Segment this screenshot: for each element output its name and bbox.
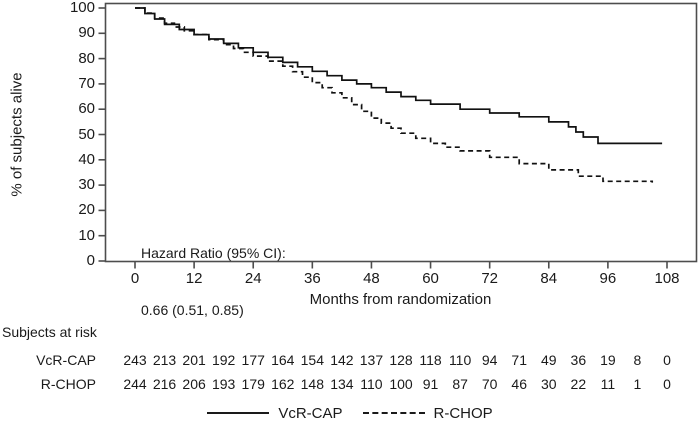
risk-count: 244 [123,376,147,392]
risk-count: 19 [600,352,616,368]
hazard-ratio-line1: Hazard Ratio (95% CI): [141,245,286,261]
risk-count: 1 [633,376,642,392]
risk-count: 0 [663,352,671,368]
risk-count: 11 [600,376,616,392]
y-tick-label: 30 [78,176,95,194]
legend-label-r-chop: R-CHOP [433,404,493,422]
x-tick-label: 84 [540,270,558,287]
risk-count: 118 [419,352,442,368]
x-tick-label: 60 [422,270,439,287]
risk-count: 8 [633,352,642,368]
legend-dashed-line [362,412,425,414]
risk-count: 46 [511,376,527,392]
risk-count: 154 [300,352,324,368]
risk-count: 71 [511,352,527,368]
risk-table-title: Subjects at risk [2,324,97,340]
risk-count: 201 [182,352,206,368]
x-tick-label: 12 [185,270,203,287]
risk-count: 110 [448,352,472,368]
y-tick-label: 70 [78,74,95,92]
risk-count: 148 [300,376,324,392]
risk-count: 142 [330,352,354,368]
risk-count: 87 [452,376,468,392]
legend: VcR-CAP R-CHOP [160,403,540,423]
risk-count: 213 [152,352,177,368]
risk-count: 216 [152,376,177,392]
risk-count: 49 [540,352,557,368]
x-tick-label: 0 [130,270,140,287]
x-tick-label: 108 [654,270,680,287]
risk-count: 70 [481,376,498,392]
risk-count: 30 [540,376,557,392]
risk-count: 179 [241,376,265,392]
hazard-ratio-line2: 0.66 (0.51, 0.85) [141,302,244,318]
legend-label-vcr-cap: VcR-CAP [278,404,343,422]
x-tick-label: 96 [599,270,617,287]
risk-count: 162 [271,376,295,392]
plot-frame [104,2,698,263]
risk-count: 110 [360,376,383,392]
risk-count: 128 [389,352,413,368]
risk-row-label: VcR-CAP [36,352,96,368]
risk-count: 164 [271,352,295,368]
risk-count: 137 [359,352,384,368]
risk-count: 91 [422,376,439,392]
x-tick-label: 48 [363,270,380,287]
y-axis-title: % of subjects alive [8,72,26,197]
hazard-ratio-annotation: Hazard Ratio (95% CI): 0.66 (0.51, 0.85) [141,206,286,358]
x-tick-label: 24 [244,270,262,287]
y-tick-label: 80 [78,49,95,67]
risk-count: 243 [123,352,147,368]
risk-count: 94 [481,352,498,368]
legend-solid-line [207,412,270,414]
x-tick-label: 36 [303,270,321,287]
x-axis-title: Months from randomization [309,291,492,308]
risk-count: 192 [211,352,236,368]
risk-count: 134 [330,376,354,392]
risk-count: 177 [241,352,265,368]
y-tick-label: 0 [86,252,95,269]
risk-count: 100 [389,376,413,392]
risk-row-label: R-CHOP [40,376,96,392]
risk-count: 193 [211,376,236,392]
y-tick-label: 40 [78,150,95,168]
y-tick-label: 20 [78,201,95,219]
y-tick-label: 60 [78,100,95,118]
y-tick-label: 100 [69,0,95,16]
y-tick-label: 50 [78,125,95,143]
risk-count: 36 [570,352,587,368]
r-chop-curve [135,7,654,183]
risk-count: 206 [182,376,206,392]
x-tick-label: 72 [481,270,498,287]
y-tick-label: 90 [78,24,95,42]
vcr-cap-curve [135,7,663,145]
risk-count: 0 [663,376,671,392]
y-tick-label: 10 [78,226,95,244]
risk-count: 22 [570,376,587,392]
